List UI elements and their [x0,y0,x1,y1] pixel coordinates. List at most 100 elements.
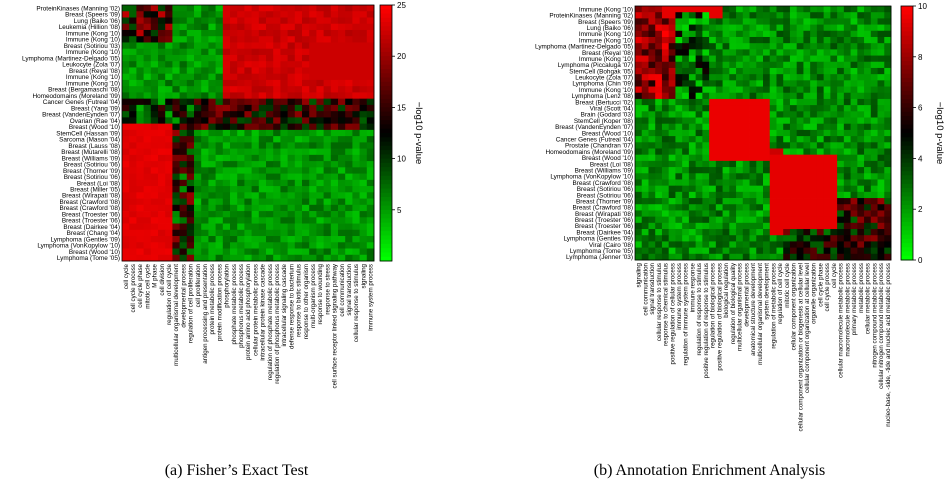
heatmap-cell [749,216,757,224]
heatmap-cell [194,229,202,237]
heatmap-cell [273,123,281,131]
heatmap-cell [186,161,195,168]
heatmap-cell [287,92,296,100]
heatmap-cell [864,210,872,218]
heatmap-cell [186,167,195,174]
heatmap-cell [695,154,703,162]
heatmap-cell [823,235,831,242]
heatmap-cell [783,142,791,149]
heatmap-cell [309,161,317,168]
heatmap-cell [877,18,885,25]
heatmap-cell [695,92,703,100]
heatmap-cell [352,48,360,56]
heatmap-cell [803,129,811,137]
heatmap-cell [702,154,710,162]
heatmap-cell [661,18,670,25]
heatmap-cell [136,254,144,262]
heatmap-cell [776,18,784,25]
heatmap-cell [830,210,838,218]
heatmap-cell [352,117,360,125]
heatmap-cell [695,67,703,75]
heatmap-cell [884,148,892,156]
heatmap-cell [715,92,723,100]
heatmap-cell [688,36,697,44]
heatmap-cell [763,98,771,106]
heatmap-cell [695,61,703,69]
heatmap-cell [201,229,209,237]
heatmap-cell [165,173,173,181]
heatmap-cell [655,105,663,112]
heatmap-cell [201,161,209,168]
heatmap-cell [244,186,252,193]
heatmap-cell [302,217,310,224]
colorbar-tick-label: 10 [918,2,927,11]
heatmap-cell [302,86,310,93]
heatmap-cell [783,18,791,25]
heatmap-cell [201,23,209,31]
heatmap-cell [215,17,224,25]
heatmap-cell [857,142,865,149]
heatmap-cell [309,179,317,187]
heatmap-cell [884,18,892,25]
heatmap-cell [194,42,202,50]
heatmap-cell [179,167,188,174]
heatmap-cell [194,29,202,37]
heatmap-cell [850,229,858,236]
heatmap-cell [179,67,188,75]
heatmap-cell [244,29,252,37]
heatmap-cell [850,210,858,218]
heatmap-cell [323,48,332,56]
heatmap-cell [287,17,296,25]
heatmap-cell [736,61,744,69]
heatmap-cell [870,136,878,143]
heatmap-cell [635,74,643,81]
heatmap-cell [742,136,750,143]
colorbar-segment [901,154,913,159]
heatmap-cell [796,117,804,125]
heatmap-cell [783,136,791,143]
heatmap-cell [143,117,152,125]
heatmap-cell [810,241,818,249]
heatmap-cell [330,42,339,50]
heatmap-cell [323,254,332,262]
heatmap-cell [258,173,267,181]
heatmap-cell [742,18,750,25]
heatmap-cell [648,74,656,81]
heatmap-cell [695,98,703,106]
heatmap-cell [668,229,676,236]
heatmap-cell [823,43,831,50]
heatmap-cell [688,86,697,94]
heatmap-cell [129,173,137,181]
heatmap-cell [648,160,656,168]
heatmap-cell [823,49,831,56]
heatmap-cell [186,248,195,256]
heatmap-cell [803,30,811,38]
column-label: protein amino acid phosphorylation [245,263,252,360]
heatmap-cell [837,43,845,50]
heatmap-cell [843,74,851,81]
heatmap-cell [258,229,267,237]
heatmap-cell [230,179,238,187]
heatmap-cell [702,160,710,168]
heatmap-cell [870,167,878,174]
heatmap-cell [742,92,750,100]
heatmap-cell [201,67,209,75]
heatmap-cell [244,17,252,25]
heatmap-cell [709,148,717,156]
heatmap-cell [230,117,238,125]
heatmap-cell [668,24,676,32]
heatmap-cell [338,42,346,50]
colorbar-segment [901,158,913,164]
heatmap-cell [884,12,892,19]
heatmap-cell [803,24,811,32]
heatmap-cell [294,236,303,243]
heatmap-cell [709,204,717,211]
column-label: immune system process [368,264,375,331]
heatmap-cell [857,105,865,112]
heatmap-cell [150,48,159,56]
heatmap-cell [742,55,750,63]
heatmap-cell [143,29,152,37]
heatmap-cell [150,79,159,87]
heatmap-cell [179,242,188,249]
heatmap-cell [273,204,281,212]
